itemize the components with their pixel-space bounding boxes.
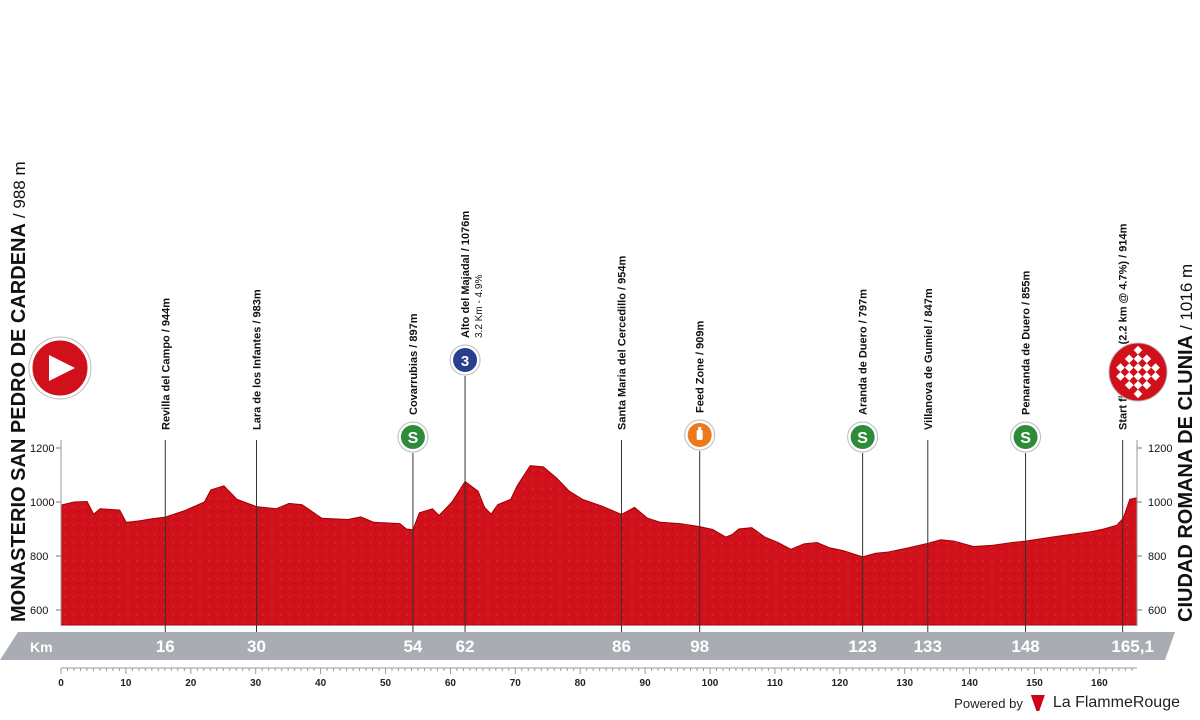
powered-by-text: Powered by [954, 695, 1023, 711]
waypoint-label: Feed Zone / 909m [695, 320, 707, 413]
finish-flag-square [1133, 363, 1143, 373]
brand-name: La FlammeRouge [1052, 694, 1180, 711]
waypoint-label: Villanova de Gumiel / 847m [923, 288, 935, 430]
waypoint-label: Santa Maria del Cercedillo / 954m [616, 256, 628, 430]
waypoint-label: Revilla del Campo / 944m [160, 298, 172, 430]
x-tick-label: 100 [702, 678, 719, 689]
finish-flag-square [1133, 372, 1143, 381]
finish-flag-square [1116, 371, 1125, 381]
distance-band-label: 54 [403, 637, 422, 656]
finish-flag-square [1133, 345, 1143, 355]
y-tick-label-left: 800 [30, 551, 48, 563]
elevation-profile-texture [61, 465, 1137, 625]
finish-flag-square [1116, 363, 1125, 373]
distance-band-label: 165,1 [1111, 637, 1154, 656]
start-icon [28, 336, 92, 400]
y-tick-label-right: 600 [1148, 605, 1166, 617]
y-tick-label-right: 1200 [1148, 443, 1172, 455]
x-tick-label: 0 [58, 678, 64, 689]
finish-location-title: CIUDAD ROMANA DE CLUNIA / 1016 m [1175, 264, 1197, 622]
flamme-rouge-logo-icon [1030, 695, 1045, 711]
finish-flag-square [1133, 380, 1143, 390]
finish-flag-icon [1108, 342, 1168, 402]
sprint-icon [850, 425, 875, 449]
x-tick-label: 30 [250, 678, 262, 689]
sprint-icon-letter: S [1020, 430, 1031, 447]
waypoint-label: Penaranda de Duero / 855m [1021, 271, 1033, 415]
sprint-icon-letter: S [408, 430, 419, 447]
waypoint-markers: Revilla del Campo / 944m Lara de los Infa… [160, 211, 1130, 632]
start-name: MONASTERIO SAN PEDRO DE CARDENA [8, 223, 30, 622]
distance-band-label: 98 [690, 637, 709, 656]
x-tick-label: 50 [380, 678, 392, 689]
distance-band-label: 86 [612, 637, 631, 656]
finish-flag-square [1142, 371, 1152, 381]
x-tick-label: 70 [510, 678, 522, 689]
sprint-icon [400, 425, 425, 449]
y-tick-label-right: 800 [1148, 551, 1166, 563]
kom-category-number: 3 [461, 353, 469, 370]
x-tick-label: 10 [120, 678, 132, 689]
x-tick-label: 90 [640, 678, 652, 689]
y-tick-label-left: 1000 [30, 497, 54, 509]
x-tick-label: 110 [767, 678, 784, 689]
distance-band-label: 30 [247, 637, 266, 656]
distance-band-unit: Km [30, 639, 53, 655]
bottle-cap-icon [698, 427, 702, 430]
finish-flag-square [1133, 354, 1143, 364]
start-altitude: / 988 m [10, 161, 29, 218]
x-tick-label: 80 [575, 678, 587, 689]
y-tick-label-right: 1000 [1148, 497, 1172, 509]
start-location-title: MONASTERIO SAN PEDRO DE CARDENA / 988 m [8, 161, 30, 622]
distance-band-label: 62 [456, 637, 475, 656]
x-tick-label: 40 [315, 678, 327, 689]
bottle-icon [696, 430, 703, 440]
distance-band [0, 632, 1175, 660]
waypoint-label: Alto del Majadal / 1076m [460, 211, 472, 338]
sprint-icon-letter: S [857, 430, 868, 447]
waypoint-note: 3.2 Km - 4.9% [474, 275, 485, 338]
finish-flag-square [1151, 372, 1160, 381]
x-tick-label: 60 [445, 678, 457, 689]
finish-flag-square [1133, 389, 1143, 399]
distance-band-label: 123 [848, 637, 876, 656]
footer: Powered by La FlammeRouge [954, 694, 1180, 712]
distance-band-label: 16 [156, 637, 175, 656]
y-tick-label-left: 600 [30, 605, 48, 617]
x-tick-label: 150 [1026, 678, 1043, 689]
y-tick-label-left: 1200 [30, 443, 54, 455]
y-axis-left: 600 800 1000 1200 [30, 440, 62, 625]
x-axis: 0 10 20 30 40 50 60 70 80 90 100 110 120 130 140 150 160 [58, 667, 1137, 689]
kom-icon [453, 348, 478, 372]
waypoint-label: Aranda de Duero / 797m [858, 289, 870, 415]
waypoint-label: Covarrubias / 897m [408, 313, 420, 415]
y-axis-right: 600 800 1000 1200 [1136, 440, 1172, 625]
distance-band-label: 148 [1011, 637, 1039, 656]
sprint-icon [1013, 425, 1038, 449]
x-tick-label: 20 [185, 678, 197, 689]
x-tick-label: 140 [961, 678, 978, 689]
x-tick-label: 130 [896, 678, 913, 689]
x-tick-label: 120 [831, 678, 848, 689]
distance-band-labels: 16 30 54 62 86 98 123 133 148 165,1 [156, 637, 1154, 656]
finish-name: CIUDAD ROMANA DE CLUNIA [1175, 335, 1197, 622]
x-tick-label: 160 [1091, 678, 1108, 689]
waypoint-label: Lara de los Infantes / 983m [252, 289, 264, 430]
finish-altitude: / 1016 m [1177, 264, 1196, 330]
distance-band-label: 133 [914, 637, 942, 656]
